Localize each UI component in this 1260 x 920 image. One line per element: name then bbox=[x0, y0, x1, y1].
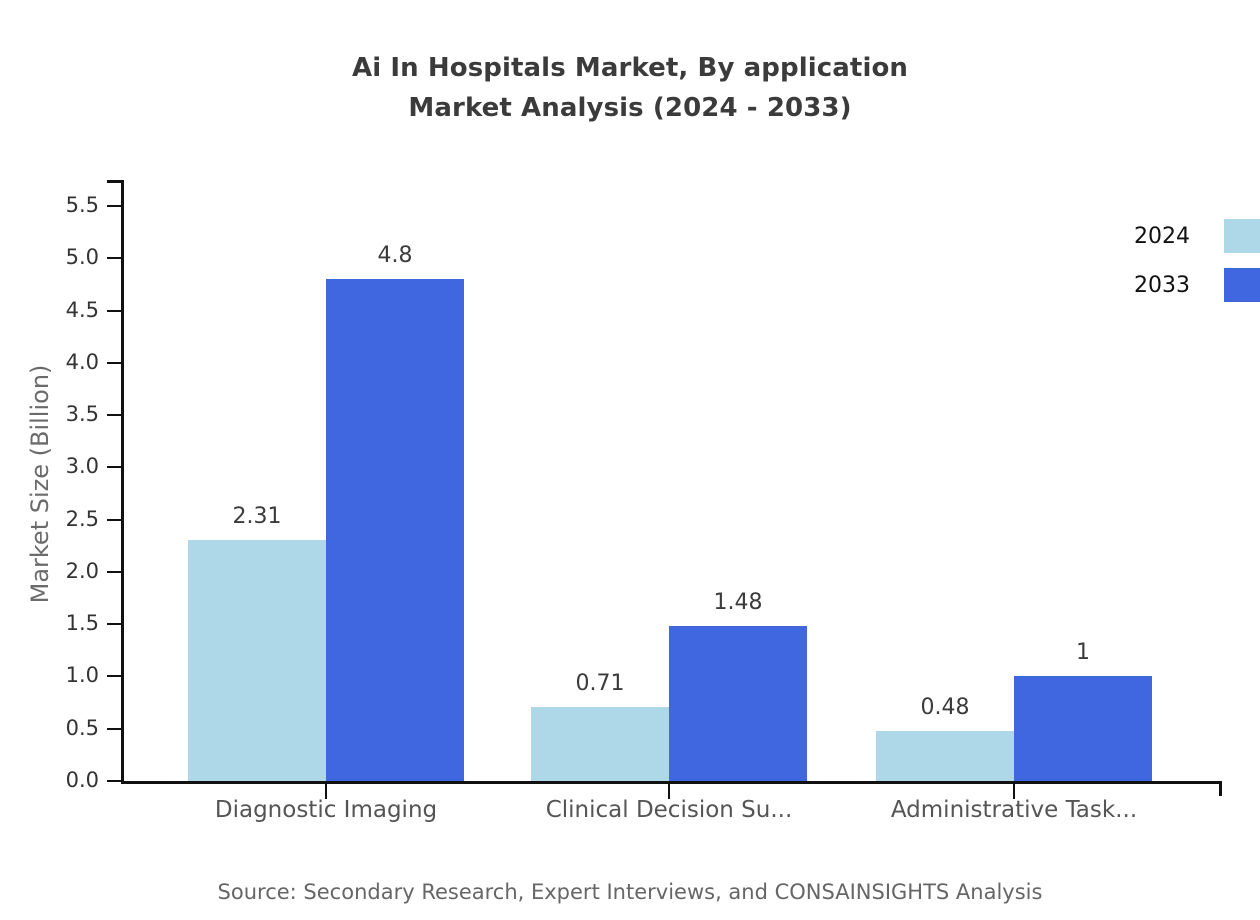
bar-value-label: 4.8 bbox=[377, 243, 413, 269]
y-axis-tick-label: 4.0 bbox=[65, 349, 99, 374]
x-axis-tick bbox=[325, 784, 327, 799]
x-axis-tick-label: Clinical Decision Su... bbox=[545, 797, 793, 823]
y-axis-tick-label: 5.5 bbox=[65, 193, 99, 218]
y-axis-tick bbox=[107, 414, 122, 417]
y-axis-tick-label: 5.0 bbox=[65, 245, 99, 270]
bar-value-label: 2.31 bbox=[232, 503, 282, 529]
chart-title-line-2: Market Analysis (2024 - 2033) bbox=[408, 93, 852, 123]
x-axis-tick-label: Administrative Task... bbox=[890, 797, 1138, 823]
bar-value-label: 1.48 bbox=[713, 590, 763, 616]
bar-2033-diagnostic-imaging[interactable] bbox=[326, 279, 464, 781]
y-axis-tick bbox=[107, 361, 122, 364]
x-axis-tick bbox=[1013, 784, 1015, 799]
y-axis-tick bbox=[107, 727, 122, 730]
bar-value-label: 1 bbox=[1076, 640, 1090, 666]
x-axis-right-cap bbox=[1219, 781, 1222, 796]
y-axis-tick-label: 4.5 bbox=[65, 297, 99, 322]
y-axis-tick bbox=[107, 623, 122, 626]
chart-title: Ai In Hospitals Market, By application M… bbox=[0, 48, 1260, 128]
legend-label-2024[interactable]: 2024 bbox=[1134, 224, 1190, 249]
y-axis-tick-label: 2.0 bbox=[65, 558, 99, 583]
chart-source-note: Source: Secondary Research, Expert Inter… bbox=[217, 880, 1043, 904]
y-axis-tick bbox=[107, 466, 122, 469]
y-axis-line bbox=[121, 180, 124, 784]
y-axis-tick bbox=[107, 780, 122, 782]
bar-value-label: 0.71 bbox=[575, 670, 625, 696]
y-axis-tick-label: 0.5 bbox=[65, 715, 99, 740]
bar-2024-administrative-task[interactable] bbox=[876, 730, 1014, 781]
y-axis-tick bbox=[107, 257, 122, 260]
bar-2024-clinical-decision-su[interactable] bbox=[531, 706, 669, 781]
legend-label-2033[interactable]: 2033 bbox=[1134, 273, 1190, 298]
y-axis-tick bbox=[107, 518, 122, 521]
y-axis-tick bbox=[107, 205, 122, 208]
y-axis-tick-label: 1.0 bbox=[65, 663, 99, 688]
legend-swatch-2033[interactable] bbox=[1224, 268, 1260, 302]
y-axis-tick-label: 3.0 bbox=[65, 454, 99, 479]
y-axis-top-cap bbox=[107, 180, 122, 183]
x-axis-tick bbox=[668, 784, 670, 799]
y-axis-tick-label: 0.0 bbox=[65, 768, 99, 792]
legend-swatch-2024[interactable] bbox=[1224, 219, 1260, 253]
bar-2033-clinical-decision-su[interactable] bbox=[669, 626, 807, 781]
y-axis-tick bbox=[107, 675, 122, 678]
bar-value-label: 0.48 bbox=[920, 694, 970, 720]
chart-title-line-1: Ai In Hospitals Market, By application bbox=[351, 53, 909, 83]
x-axis-line bbox=[121, 781, 1222, 784]
y-axis-tick-label: 1.5 bbox=[65, 611, 99, 636]
bar-2033-administrative-task[interactable] bbox=[1014, 676, 1152, 781]
x-axis-tick-label: Diagnostic Imaging bbox=[214, 797, 438, 823]
bar-2024-diagnostic-imaging[interactable] bbox=[188, 539, 326, 781]
y-axis-tick bbox=[107, 309, 122, 312]
y-axis-tick-label: 2.5 bbox=[65, 506, 99, 531]
y-axis-tick bbox=[107, 570, 122, 573]
y-axis-tick-label: 3.5 bbox=[65, 402, 99, 427]
